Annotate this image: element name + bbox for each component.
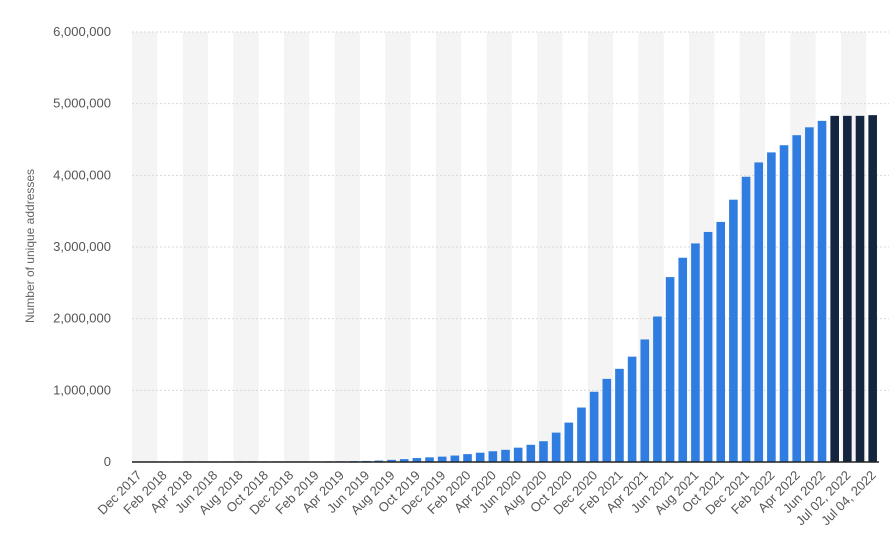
y-tick-label: 1,000,000 (53, 382, 111, 397)
bar-jul-02-2022[interactable] (843, 115, 852, 462)
bars (134, 115, 877, 463)
bar-oct-2021[interactable] (716, 221, 726, 462)
bar-nov-2020[interactable] (577, 407, 586, 462)
bar-mar-2021[interactable] (627, 356, 637, 462)
bar-mar-2020[interactable] (475, 452, 485, 462)
bar-feb-2022[interactable] (767, 152, 776, 462)
bar-may-2020[interactable] (501, 449, 510, 462)
bar-jul-03-2022[interactable] (855, 115, 865, 462)
bar-mar-2022[interactable] (779, 145, 789, 462)
bar-aug-2021[interactable] (691, 243, 700, 462)
bar-jul-04-2022[interactable] (868, 115, 877, 462)
y-axis-ticks: 0 1,000,000 2,000,000 3,000,000 4,000,000 5,0… (53, 24, 111, 469)
y-tick-label: 2,000,000 (53, 311, 111, 326)
bar-jul-2019[interactable] (374, 460, 384, 462)
bar-nov-2019[interactable] (425, 457, 434, 462)
bar-aug-2020[interactable] (539, 441, 548, 462)
bar-jan-2021[interactable] (602, 378, 612, 462)
bar-feb-2021[interactable] (615, 368, 624, 462)
y-axis-title: Number of unique addresses (23, 169, 37, 323)
background-band (182, 32, 208, 462)
background-band (334, 32, 360, 462)
bar-apr-2021[interactable] (640, 339, 650, 462)
bar-apr-2020[interactable] (488, 451, 498, 462)
bar-jul-2021[interactable] (678, 257, 688, 462)
y-tick-label: 6,000,000 (53, 24, 111, 39)
y-tick-label: 3,000,000 (53, 239, 111, 254)
background-band (486, 32, 512, 462)
bar-jun-2021[interactable] (665, 277, 675, 462)
bar-may-2021[interactable] (653, 316, 662, 462)
bar-jul-01-2022[interactable] (830, 115, 839, 462)
bar-aug-2019[interactable] (387, 459, 396, 462)
bar-oct-2019[interactable] (412, 458, 422, 462)
bar-may-2022[interactable] (805, 127, 814, 463)
bar-nov-2021[interactable] (729, 199, 738, 462)
bar-jan-2022[interactable] (754, 162, 764, 462)
bar-apr-2022[interactable] (792, 135, 802, 462)
bar-jul-2020[interactable] (526, 444, 536, 462)
bar-dec-2019[interactable] (437, 456, 447, 462)
bar-sep-2021[interactable] (703, 231, 713, 462)
y-tick-label: 4,000,000 (53, 167, 111, 182)
bar-jan-2020[interactable] (450, 455, 460, 462)
bar-dec-2020[interactable] (589, 391, 599, 462)
bar-feb-2020[interactable] (463, 454, 472, 462)
bar-dec-2021[interactable] (741, 176, 751, 462)
y-tick-label: 5,000,000 (53, 96, 111, 111)
bar-sep-2019[interactable] (399, 459, 409, 462)
y-tick-label: 0 (104, 454, 111, 469)
bar-oct-2020[interactable] (564, 422, 574, 462)
bar-jun-2020[interactable] (513, 447, 523, 462)
bar-sep-2020[interactable] (551, 432, 561, 462)
bar-jun-2022[interactable] (817, 120, 827, 462)
